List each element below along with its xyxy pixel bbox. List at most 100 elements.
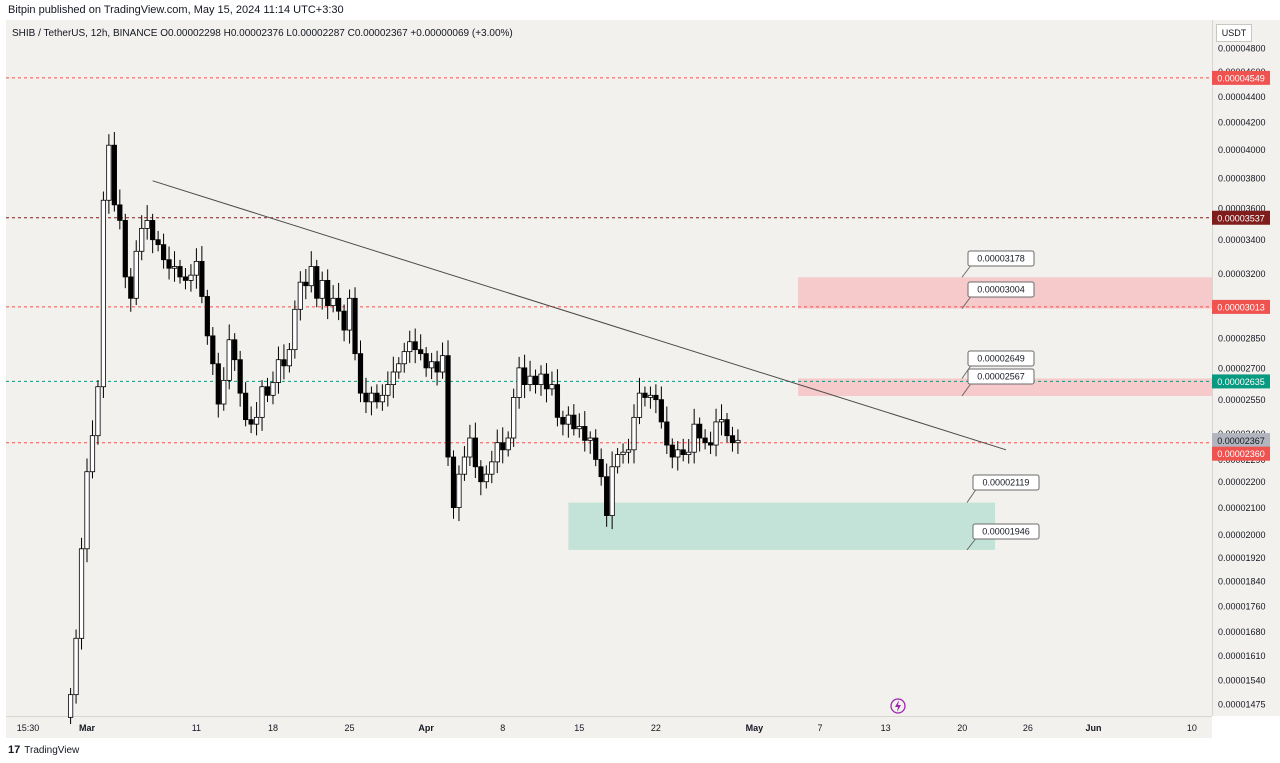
y-tick-label: 0.00004400 <box>1218 92 1266 102</box>
candle-up <box>139 227 145 252</box>
footer-strip <box>0 738 1280 763</box>
callout-label: 0.00002567 <box>977 372 1025 382</box>
candle-up <box>368 392 375 403</box>
candle-up <box>226 339 232 381</box>
candle-down <box>314 266 320 299</box>
tradingview-logo[interactable]: 17 TradingView <box>8 744 79 756</box>
candle-up <box>614 454 621 468</box>
candle-down <box>341 310 347 331</box>
candle-up <box>538 373 544 385</box>
candle-up <box>78 548 85 639</box>
tradingview-logo-icon: 17 <box>8 744 21 756</box>
y-tick-label: 0.00001680 <box>1218 627 1266 637</box>
callout-label: 0.00002119 <box>983 478 1030 488</box>
candle-up <box>292 308 298 351</box>
candle-down <box>500 442 506 451</box>
candle-up <box>483 473 489 483</box>
candle-down <box>325 280 331 307</box>
candle-up <box>396 363 402 373</box>
candle-down <box>122 220 128 278</box>
candle-down <box>571 414 577 430</box>
candle-up <box>713 421 719 446</box>
candle-down <box>303 281 309 287</box>
candle-down <box>653 394 659 401</box>
trendline <box>152 180 1007 451</box>
candle-down <box>166 259 172 269</box>
candle-up <box>385 384 391 396</box>
candle-down <box>264 386 271 396</box>
candle-up <box>188 274 194 281</box>
candle-down <box>669 444 675 458</box>
candle-down <box>363 392 369 403</box>
candle-down <box>729 435 736 444</box>
y-tick-label: 0.00001920 <box>1218 553 1266 563</box>
candle-down <box>598 459 604 478</box>
candle-down <box>336 297 342 312</box>
y-tick-label: 0.00004200 <box>1218 118 1266 128</box>
tradingview-brand: TradingView <box>24 744 80 756</box>
candle-up <box>576 426 582 430</box>
candle-up <box>346 297 353 331</box>
y-tick-label: 0.00002850 <box>1218 333 1266 343</box>
callout-label: 0.00002649 <box>977 354 1025 364</box>
y-tick-label: 0.00002700 <box>1218 363 1266 373</box>
candle-down <box>554 384 561 418</box>
chart-pane[interactable] <box>6 20 1212 716</box>
candle-up <box>549 384 555 390</box>
publisher-text: Bitpin published on TradingView.com, May… <box>8 4 344 16</box>
candle-up <box>330 297 336 307</box>
price-level-label: 0.00003013 <box>1217 302 1265 312</box>
price-level-label: 0.00002635 <box>1217 377 1265 387</box>
candle-up <box>308 266 314 287</box>
candle-down <box>472 437 478 468</box>
candle-up <box>193 260 199 276</box>
candle-down <box>117 204 123 221</box>
callout-label: 0.00001946 <box>982 527 1030 537</box>
candle-down <box>560 416 566 425</box>
x-tick-label: 11 <box>192 723 201 733</box>
candle-up <box>686 451 692 456</box>
price-axis[interactable] <box>1212 20 1280 716</box>
x-tick-label: 26 <box>1023 723 1033 733</box>
candle-down <box>357 353 364 394</box>
last-price-label: 0.00002367 <box>1217 436 1265 446</box>
close-level-label: 0.00002360 <box>1217 449 1265 459</box>
symbol-legend[interactable]: SHIB / TetherUS, 12h, BINANCE O0.0000229… <box>12 28 513 39</box>
price-level-label: 0.00003537 <box>1217 213 1265 223</box>
x-tick-label: 22 <box>651 723 661 733</box>
candle-up <box>106 144 112 201</box>
candle-up <box>275 359 282 383</box>
candle-up <box>620 451 626 456</box>
candle-up <box>587 437 593 441</box>
candle-up <box>625 449 632 453</box>
candle-down <box>412 341 418 351</box>
close-level-tag <box>1212 446 1270 461</box>
x-tick-label: 25 <box>345 723 355 733</box>
candle-up <box>505 437 511 451</box>
x-tick-label: 15 <box>574 723 584 733</box>
candle-up <box>407 341 413 353</box>
demand-zone <box>568 502 996 550</box>
callout-label: 0.00003178 <box>977 254 1025 264</box>
x-tick-label: 20 <box>957 723 967 733</box>
candle-up <box>89 435 96 473</box>
lightning-icon <box>895 700 901 712</box>
candle-up <box>73 637 79 696</box>
candle-down <box>177 266 183 278</box>
candle-up <box>253 416 260 425</box>
candle-down <box>374 392 380 403</box>
candle-down <box>593 437 599 460</box>
y-tick-label: 0.00002200 <box>1218 477 1266 487</box>
x-tick-label: Mar <box>79 723 96 733</box>
candle-up <box>489 461 495 475</box>
candle-up <box>675 449 681 458</box>
candle-down <box>418 349 424 355</box>
candle-down <box>215 363 221 405</box>
candle-up <box>691 423 697 453</box>
time-axis[interactable] <box>6 716 1212 739</box>
currency-selector[interactable]: USDT <box>1216 24 1252 42</box>
candle-down <box>543 373 550 390</box>
candle-up <box>439 355 446 373</box>
y-tick-label: 0.00003800 <box>1218 173 1266 183</box>
